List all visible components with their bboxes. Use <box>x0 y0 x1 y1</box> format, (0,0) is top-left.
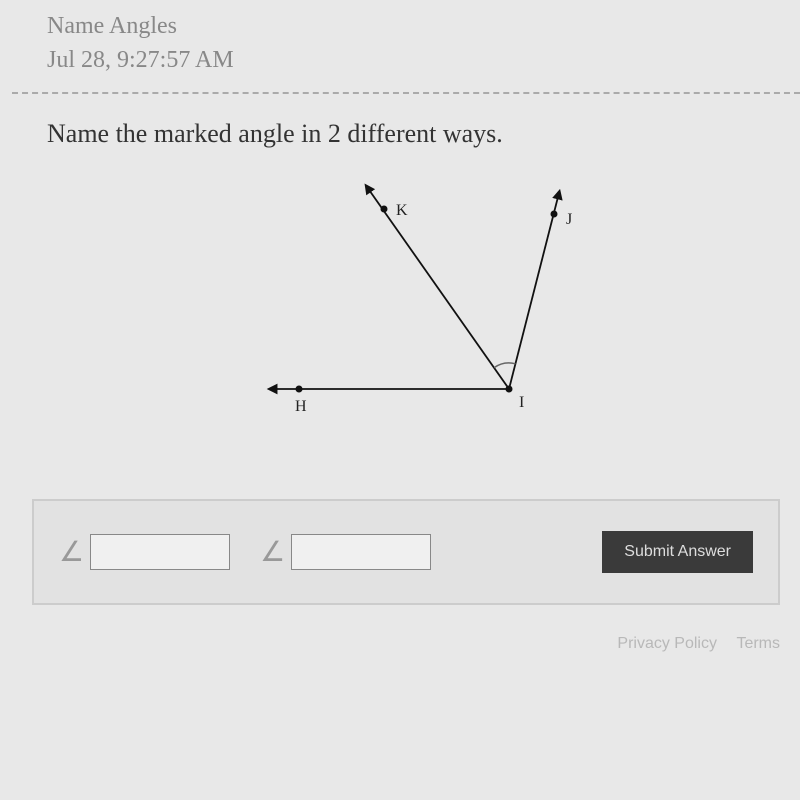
figure-container: I H K J <box>47 179 770 459</box>
assignment-timestamp: Jul 28, 9:27:57 AM <box>47 44 780 78</box>
angle-diagram-svg: I H K J <box>209 179 609 439</box>
angle-symbol-icon: ∠ <box>260 535 285 569</box>
svg-text:J: J <box>566 211 572 228</box>
angle-input-group-1: ∠ <box>59 534 230 570</box>
angle-name-input-2[interactable] <box>291 534 431 570</box>
question-area: Name the marked angle in 2 different way… <box>12 94 800 489</box>
answer-bar: ∠ ∠ Submit Answer <box>32 499 780 605</box>
angle-figure: I H K J <box>209 179 609 459</box>
angle-symbol-icon: ∠ <box>59 535 84 569</box>
svg-text:H: H <box>295 398 307 415</box>
angle-input-group-2: ∠ <box>260 534 431 570</box>
submit-answer-button[interactable]: Submit Answer <box>602 531 753 573</box>
assignment-title: Name Angles <box>47 10 780 44</box>
privacy-policy-link[interactable]: Privacy Policy <box>617 635 717 652</box>
question-prompt: Name the marked angle in 2 different way… <box>47 119 770 149</box>
page-footer: Privacy Policy Terms <box>12 605 800 653</box>
svg-text:I: I <box>519 394 524 411</box>
svg-text:K: K <box>396 202 408 219</box>
angle-name-input-1[interactable] <box>90 534 230 570</box>
assignment-header: Name Angles Jul 28, 9:27:57 AM <box>12 0 800 92</box>
terms-link[interactable]: Terms <box>736 635 780 652</box>
